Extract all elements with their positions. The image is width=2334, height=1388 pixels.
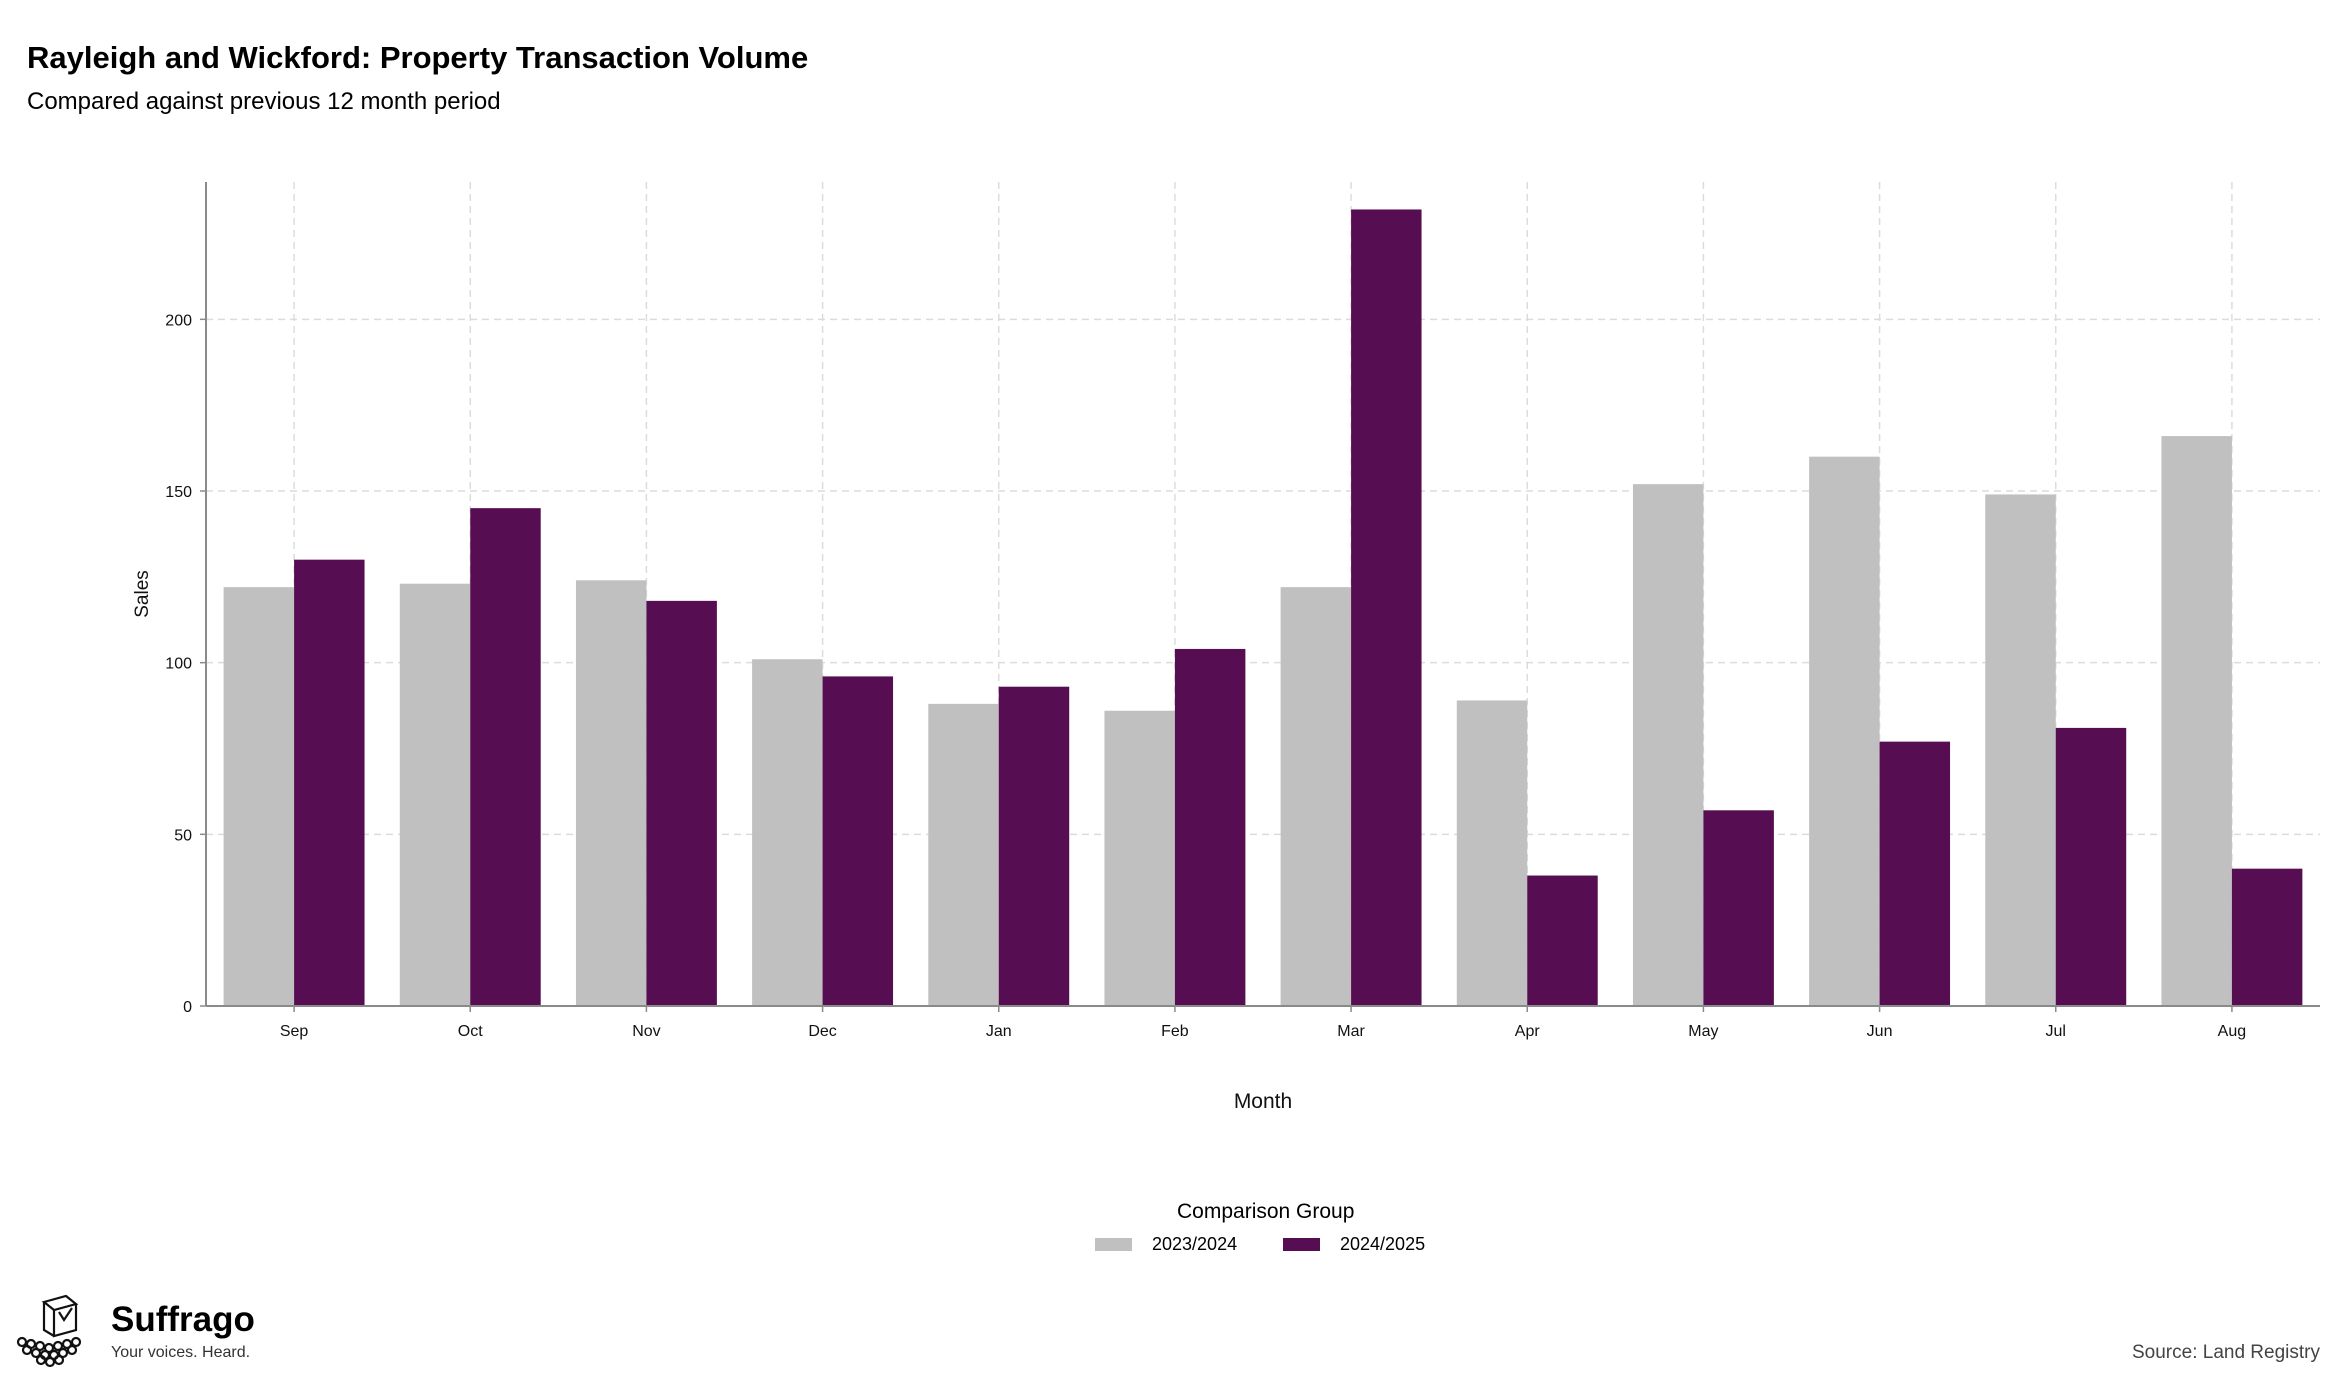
bar-2023-2024-jun (1809, 456, 1880, 1007)
bar-2024-2025-oct (470, 508, 541, 1006)
chart-subtitle: Compared against previous 12 month perio… (27, 88, 501, 115)
x-tick-label: Mar (1337, 1023, 1365, 1040)
bar-2024-2025-dec (822, 676, 894, 1006)
source-note: Source: Land Registry (2132, 1342, 2320, 1363)
brand-name: Suffrago (111, 1300, 255, 1339)
bar-2024-2025-jan (998, 686, 1070, 1006)
x-tick-label: Nov (632, 1023, 660, 1040)
x-tick-label: Feb (1161, 1023, 1189, 1040)
y-axis-title: Sales (132, 570, 153, 618)
bar-2024-2025-sep (294, 559, 365, 1006)
bar-2024-2025-jun (1879, 741, 1951, 1006)
x-tick-label: Jul (2046, 1023, 2066, 1040)
bar-2023-2024-dec (752, 659, 823, 1006)
bar-2023-2024-sep (223, 587, 295, 1006)
bar-2023-2024-aug (2161, 436, 2232, 1007)
bar-2023-2024-oct (399, 583, 471, 1006)
x-tick-label: Oct (458, 1023, 483, 1040)
legend-label: 2024/2025 (1340, 1234, 1426, 1254)
bar-2024-2025-feb (1174, 648, 1246, 1006)
legend-swatch (1095, 1238, 1132, 1251)
legend-item-2024-2025: 2024/2025 (1283, 1234, 1425, 1255)
legend-title: Comparison Group (1177, 1200, 1355, 1223)
bar-2024-2025-apr (1527, 875, 1598, 1006)
bar-2023-2024-jul (1985, 494, 2056, 1006)
chart-title: Rayleigh and Wickford: Property Transact… (27, 40, 809, 75)
x-tick-label: Apr (1515, 1023, 1541, 1040)
y-tick-label: 50 (174, 827, 192, 844)
y-tick-label: 0 (183, 999, 192, 1016)
bar-2023-2024-apr (1456, 700, 1528, 1006)
bar-2023-2024-nov (575, 580, 647, 1006)
x-tick-label: Jun (1867, 1023, 1893, 1040)
y-tick-label: 150 (165, 484, 192, 501)
bar-2024-2025-may (1703, 810, 1774, 1006)
y-tick-label: 200 (165, 312, 192, 329)
bar-2024-2025-aug (2231, 868, 2303, 1006)
bar-chart: 0 50 100 150 200 Sep Oct Nov Dec Jan Feb Mar Apr May J… (132, 182, 2320, 1113)
legend-item-2023-2024: 2023/2024 (1095, 1234, 1237, 1255)
ballot-box-logo-icon (16, 1294, 82, 1368)
x-tick-label: May (1688, 1023, 1718, 1040)
x-axis-title: Month (1234, 1090, 1292, 1113)
legend-label: 2023/2024 (1152, 1234, 1238, 1254)
x-tick-label: Sep (280, 1023, 309, 1040)
bar-2023-2024-jan (928, 703, 999, 1006)
y-tick-label: 100 (165, 656, 192, 673)
brand-tagline: Your voices. Heard. (111, 1344, 251, 1361)
bar-2023-2024-may (1632, 484, 1704, 1007)
x-tick-label: Dec (808, 1023, 836, 1040)
bar-2024-2025-nov (646, 600, 717, 1006)
x-tick-label: Aug (2218, 1023, 2246, 1040)
bar-2024-2025-jul (2055, 727, 2127, 1006)
bar-2024-2025-mar (1351, 209, 1422, 1006)
x-tick-label: Jan (986, 1023, 1012, 1040)
legend-swatch (1283, 1238, 1320, 1251)
bar-2023-2024-mar (1280, 587, 1352, 1006)
bar-2023-2024-feb (1104, 710, 1175, 1006)
